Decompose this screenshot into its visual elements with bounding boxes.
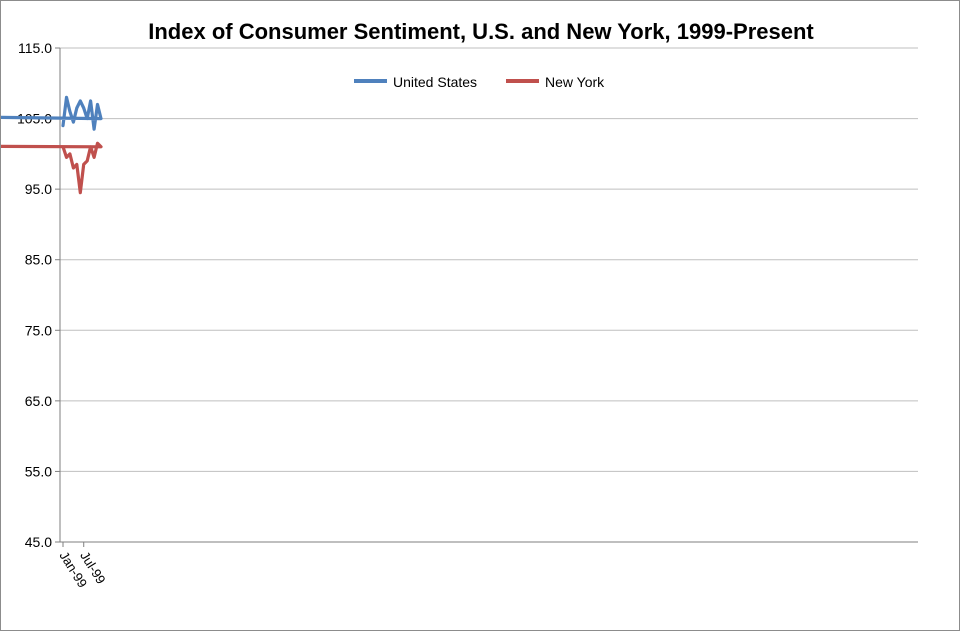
series-line-united-states [1, 95, 103, 131]
y-tick-label: 95.0 [25, 181, 52, 197]
y-tick-label: 115.0 [18, 40, 52, 56]
y-tick-label: 65.0 [25, 393, 52, 409]
chart-title: Index of Consumer Sentiment, U.S. and Ne… [148, 19, 814, 44]
y-tick-label: 55.0 [25, 463, 52, 479]
y-tick-label: 85.0 [25, 252, 52, 268]
series-layer [1, 95, 103, 195]
legend-label-united-states: United States [393, 74, 477, 90]
y-tick-label: 45.0 [25, 534, 52, 550]
x-axis: Jan-99Jul-99Jan-00Jul-00Jan-01Jul-01Jan-… [56, 541, 918, 590]
y-tick-label: 75.0 [25, 322, 52, 338]
legend: United States New York [354, 74, 605, 90]
legend-label-new-york: New York [545, 74, 605, 90]
gridlines [60, 47, 918, 472]
